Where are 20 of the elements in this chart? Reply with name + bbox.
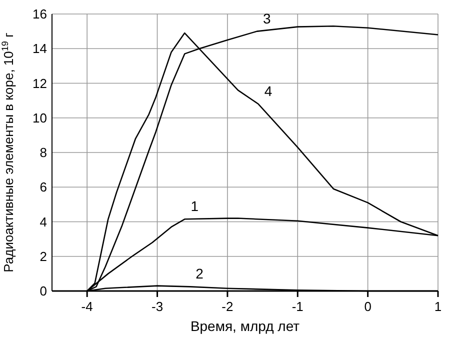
x-tick-label: -2 bbox=[222, 299, 234, 314]
y-tick-label: 8 bbox=[40, 145, 47, 160]
x-axis-title: Время, млрд лет bbox=[190, 318, 300, 334]
annotation: 2 bbox=[196, 266, 204, 282]
annotation: 4 bbox=[264, 83, 272, 100]
x-tick-label: 0 bbox=[364, 299, 372, 314]
y-tick-label: 0 bbox=[40, 284, 47, 298]
y-tick-label: 2 bbox=[40, 248, 47, 264]
y-tick-label: 14 bbox=[32, 41, 47, 56]
annotation: 1 bbox=[190, 198, 199, 214]
y-tick-label: 12 bbox=[32, 76, 47, 91]
y-tick-label: 16 bbox=[32, 6, 47, 22]
x-tick-label: -1 bbox=[292, 299, 304, 314]
x-tick-label: -3 bbox=[151, 299, 164, 314]
x-tick-label: 1 bbox=[434, 299, 442, 314]
y-tick-label: 6 bbox=[40, 180, 47, 195]
y-tick-label: 4 bbox=[40, 214, 47, 230]
annotation: 3 bbox=[263, 10, 272, 26]
y-tick-label: 10 bbox=[32, 110, 47, 126]
x-tick-label: -4 bbox=[81, 299, 93, 314]
